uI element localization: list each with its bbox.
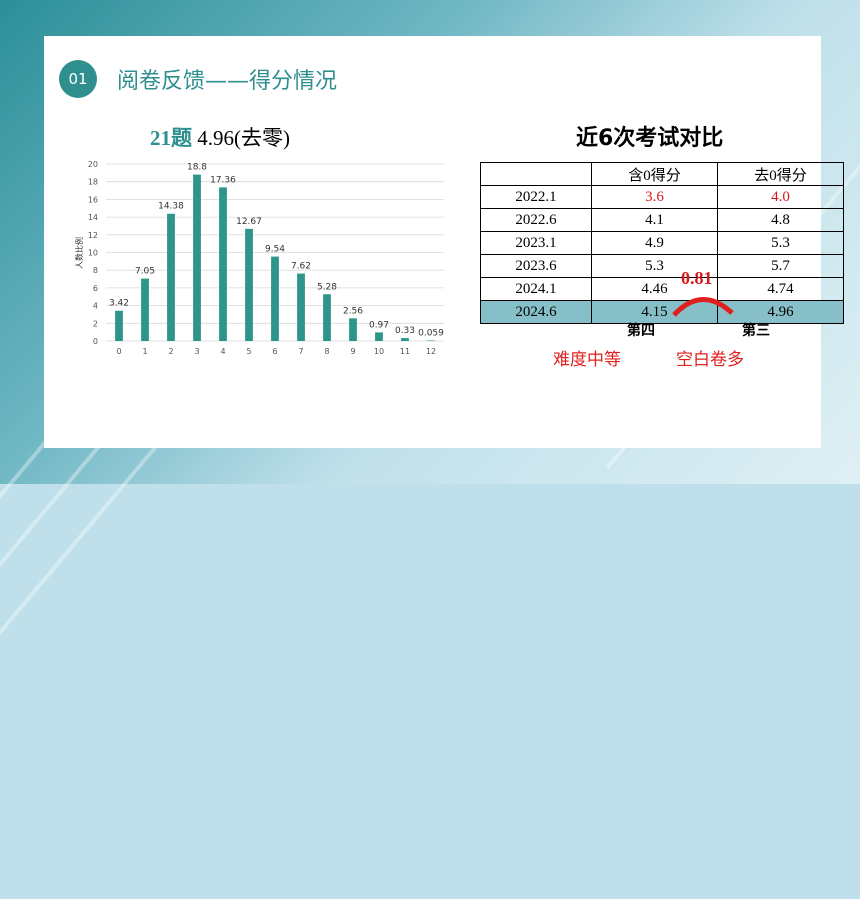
y-tick-label: 6 (93, 284, 98, 293)
x-tick-label: 4 (220, 347, 225, 356)
bar (401, 338, 409, 341)
x-tick-label: 5 (246, 347, 251, 356)
cell-exam: 2024.1 (480, 277, 592, 301)
x-tick-label: 2 (168, 347, 173, 356)
cell-with-zero: 4.9 (591, 231, 718, 255)
section-badge: 01 (59, 60, 97, 98)
cell-exam: 2024.6 (480, 300, 592, 324)
y-tick-label: 10 (88, 249, 98, 258)
chart-title: 21题 4.96(去零) (150, 122, 290, 152)
y-tick-label: 8 (93, 266, 98, 275)
table-row-highlighted: 2024.6 4.15 4.96 (480, 300, 844, 324)
comparison-title: 近6次考试对比 (576, 126, 724, 151)
value-label: 0.059 (418, 328, 444, 338)
value-labels: 3.42 7.05 14.38 18.817.36 12.67 9.54 7.62 5.28 2… (109, 163, 444, 339)
x-tick-label: 7 (298, 347, 303, 356)
x-tick-label: 6 (272, 347, 277, 356)
bar (193, 174, 201, 341)
y-tick-label: 4 (93, 302, 98, 311)
chart-grid (106, 163, 444, 342)
x-tick-label: 0 (116, 347, 121, 356)
gap-label: 0.81 (681, 268, 713, 288)
cell-with-zero: 3.6 (591, 185, 718, 209)
x-tick-label: 3 (194, 347, 199, 356)
header-cell-without-zero: 去0得分 (717, 162, 844, 186)
rank-without-zero: 第三 (742, 323, 770, 339)
bar (323, 294, 331, 341)
header-cell-exam (480, 162, 592, 186)
x-tick-label: 9 (350, 347, 355, 356)
y-tick-label: 20 (88, 160, 98, 169)
gap-arc-path (672, 297, 734, 317)
cell-exam: 2022.1 (480, 185, 592, 209)
y-tick-label: 16 (88, 195, 98, 204)
bar (271, 256, 279, 341)
bar (167, 213, 175, 341)
rank-with-zero: 第四 (627, 323, 655, 339)
y-tick-label: 0 (93, 337, 98, 346)
value-label: 7.05 (135, 267, 155, 277)
y-tick-label: 14 (88, 213, 98, 222)
x-tick-label: 8 (324, 347, 329, 356)
cell-exam: 2022.6 (480, 208, 592, 232)
bar (297, 273, 305, 341)
table-row: 2022.6 4.1 4.8 (480, 208, 844, 232)
value-label: 5.28 (317, 282, 337, 292)
value-label: 17.36 (210, 175, 236, 185)
value-label: 9.54 (265, 245, 285, 255)
table-header-row: 含0得分 去0得分 (480, 162, 844, 186)
x-tick-label: 12 (426, 347, 436, 356)
x-tick-label: 1 (142, 347, 147, 356)
header-cell-with-zero: 含0得分 (591, 162, 718, 186)
bar (141, 278, 149, 341)
cell-with-zero: 4.1 (591, 208, 718, 232)
y-tick-label: 18 (88, 178, 98, 187)
cell-without-zero: 4.8 (717, 208, 844, 232)
bar-series (115, 174, 435, 341)
value-label: 7.62 (291, 262, 311, 272)
value-label: 0.33 (395, 326, 415, 336)
bar (115, 310, 123, 341)
y-tick-label: 12 (88, 231, 98, 240)
y-axis-label: 人数比例 (74, 237, 84, 269)
chart-title-score: 4.96(去零) (192, 126, 290, 150)
cell-without-zero: 5.3 (717, 231, 844, 255)
x-tick-label: 10 (374, 347, 384, 356)
table-row: 2022.1 3.6 4.0 (480, 185, 844, 209)
table-row: 2023.6 5.3 5.7 (480, 254, 844, 278)
note-blank-papers: 空白卷多 (676, 350, 744, 370)
table-row: 2023.1 4.9 5.3 (480, 231, 844, 255)
bar (349, 318, 357, 341)
bar (375, 332, 383, 341)
comparison-table: 含0得分 去0得分 2022.1 3.6 4.0 2022.6 4.1 4.8 … (480, 162, 844, 324)
x-tick-label: 11 (400, 347, 410, 356)
chart-title-question: 21题 (150, 126, 192, 150)
value-label: 3.42 (109, 299, 129, 309)
y-tick-labels: 0 2 4 6 8 10 12 14 16 18 20 (88, 160, 98, 346)
y-tick-label: 2 (93, 319, 98, 328)
value-label: 12.67 (236, 217, 262, 227)
cell-without-zero: 4.0 (717, 185, 844, 209)
value-label: 0.97 (369, 320, 389, 330)
cell-exam: 2023.6 (480, 254, 592, 278)
cell-without-zero: 4.96 (717, 300, 844, 324)
value-label: 14.38 (158, 202, 184, 212)
value-label: 18.8 (187, 163, 207, 173)
cell-without-zero: 5.7 (717, 254, 844, 278)
bar (219, 187, 227, 341)
page-title: 阅卷反馈——得分情况 (117, 69, 338, 94)
note-difficulty: 难度中等 (553, 350, 621, 370)
bar (427, 340, 435, 341)
table-row: 2024.1 4.46 4.74 (480, 277, 844, 301)
x-tick-labels: 0 1 2 3 4 5 6 7 8 9 10 11 12 (116, 347, 436, 356)
cell-without-zero: 4.74 (717, 277, 844, 301)
cell-exam: 2023.1 (480, 231, 592, 255)
value-label: 2.56 (343, 306, 363, 316)
gap-arc (672, 297, 734, 317)
bar (245, 228, 253, 341)
